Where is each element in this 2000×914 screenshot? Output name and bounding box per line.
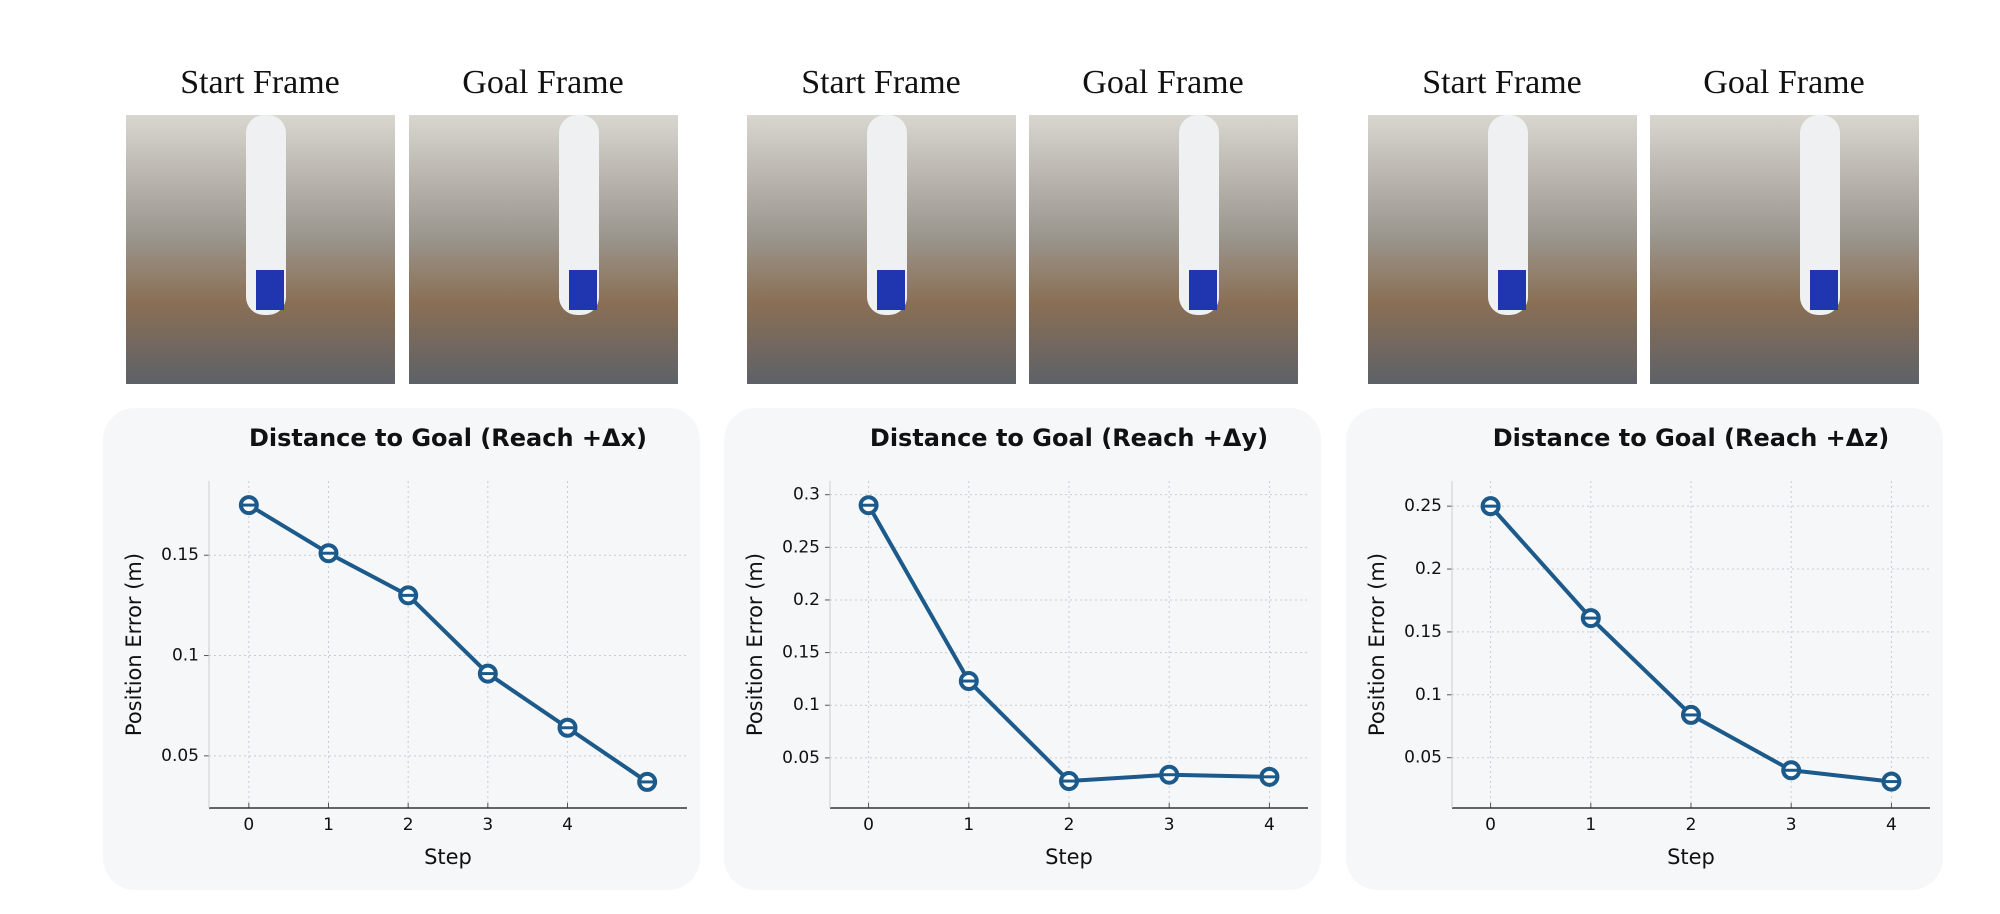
frame-label: Start Frame (180, 64, 340, 101)
y-tick-label: 0.2 (793, 590, 820, 610)
y-tick-label: 0.1 (793, 695, 820, 715)
data-line (247, 503, 649, 784)
y-axis-label: Position Error (m) (1365, 553, 1389, 736)
frame-label: Start Frame (1422, 64, 1582, 101)
frame-image (1650, 115, 1919, 384)
x-tick-label: 3 (1786, 815, 1797, 835)
y-tick-label: 0.25 (782, 537, 820, 557)
y-tick-label: 0.25 (1404, 496, 1442, 516)
gripper (1498, 270, 1526, 310)
x-tick-label: 2 (1686, 815, 1697, 835)
y-axis-label: Position Error (m) (743, 553, 767, 736)
x-tick-label: 1 (963, 815, 974, 835)
chart-title: Distance to Goal (Reach +Δy) (870, 424, 1268, 452)
y-tick-label: 0.05 (1404, 748, 1442, 768)
gripper (877, 270, 905, 310)
gripper (1810, 270, 1838, 310)
x-tick-label: 4 (1886, 815, 1897, 835)
frame-label: Goal Frame (1703, 64, 1864, 101)
x-tick-label: 3 (1164, 815, 1175, 835)
x-tick-label: 0 (243, 815, 254, 835)
gripper (256, 270, 284, 310)
chart-card (103, 408, 700, 890)
gripper (569, 270, 597, 310)
x-tick-label: 2 (403, 815, 414, 835)
robot-arm (559, 115, 599, 315)
x-tick-label: 1 (1585, 815, 1596, 835)
x-axis-label: Step (1045, 845, 1093, 869)
frame-label: Goal Frame (462, 64, 623, 101)
y-tick-label: 0.15 (161, 545, 199, 565)
y-tick-label: 0.1 (1415, 685, 1442, 705)
x-tick-label: 4 (1264, 815, 1275, 835)
robot-arm (1488, 115, 1528, 315)
frame-image (1029, 115, 1298, 384)
x-tick-label: 0 (1485, 815, 1496, 835)
robot-arm (1179, 115, 1219, 315)
frame-label: Start Frame (801, 64, 961, 101)
x-tick-label: 1 (323, 815, 334, 835)
robot-arm (867, 115, 907, 315)
x-tick-label: 2 (1064, 815, 1075, 835)
robot-arm (246, 115, 286, 315)
y-tick-label: 0.1 (172, 646, 199, 666)
y-tick-label: 0.05 (161, 746, 199, 766)
x-tick-label: 3 (482, 815, 493, 835)
chart-title: Distance to Goal (Reach +Δx) (249, 424, 647, 452)
chart-card (1346, 408, 1943, 890)
frame-label: Goal Frame (1082, 64, 1243, 101)
x-axis-label: Step (424, 845, 472, 869)
chart-title: Distance to Goal (Reach +Δz) (1493, 424, 1890, 452)
x-tick-label: 0 (863, 815, 874, 835)
y-tick-label: 0.3 (793, 485, 820, 505)
x-tick-label: 4 (562, 815, 573, 835)
frame-image (409, 115, 678, 384)
y-tick-label: 0.15 (1404, 622, 1442, 642)
x-axis-label: Step (1667, 845, 1715, 869)
y-tick-label: 0.2 (1415, 559, 1442, 579)
y-tick-label: 0.15 (782, 643, 820, 663)
y-tick-label: 0.05 (782, 748, 820, 768)
gripper (1189, 270, 1217, 310)
robot-arm (1800, 115, 1840, 315)
y-axis-label: Position Error (m) (122, 553, 146, 736)
